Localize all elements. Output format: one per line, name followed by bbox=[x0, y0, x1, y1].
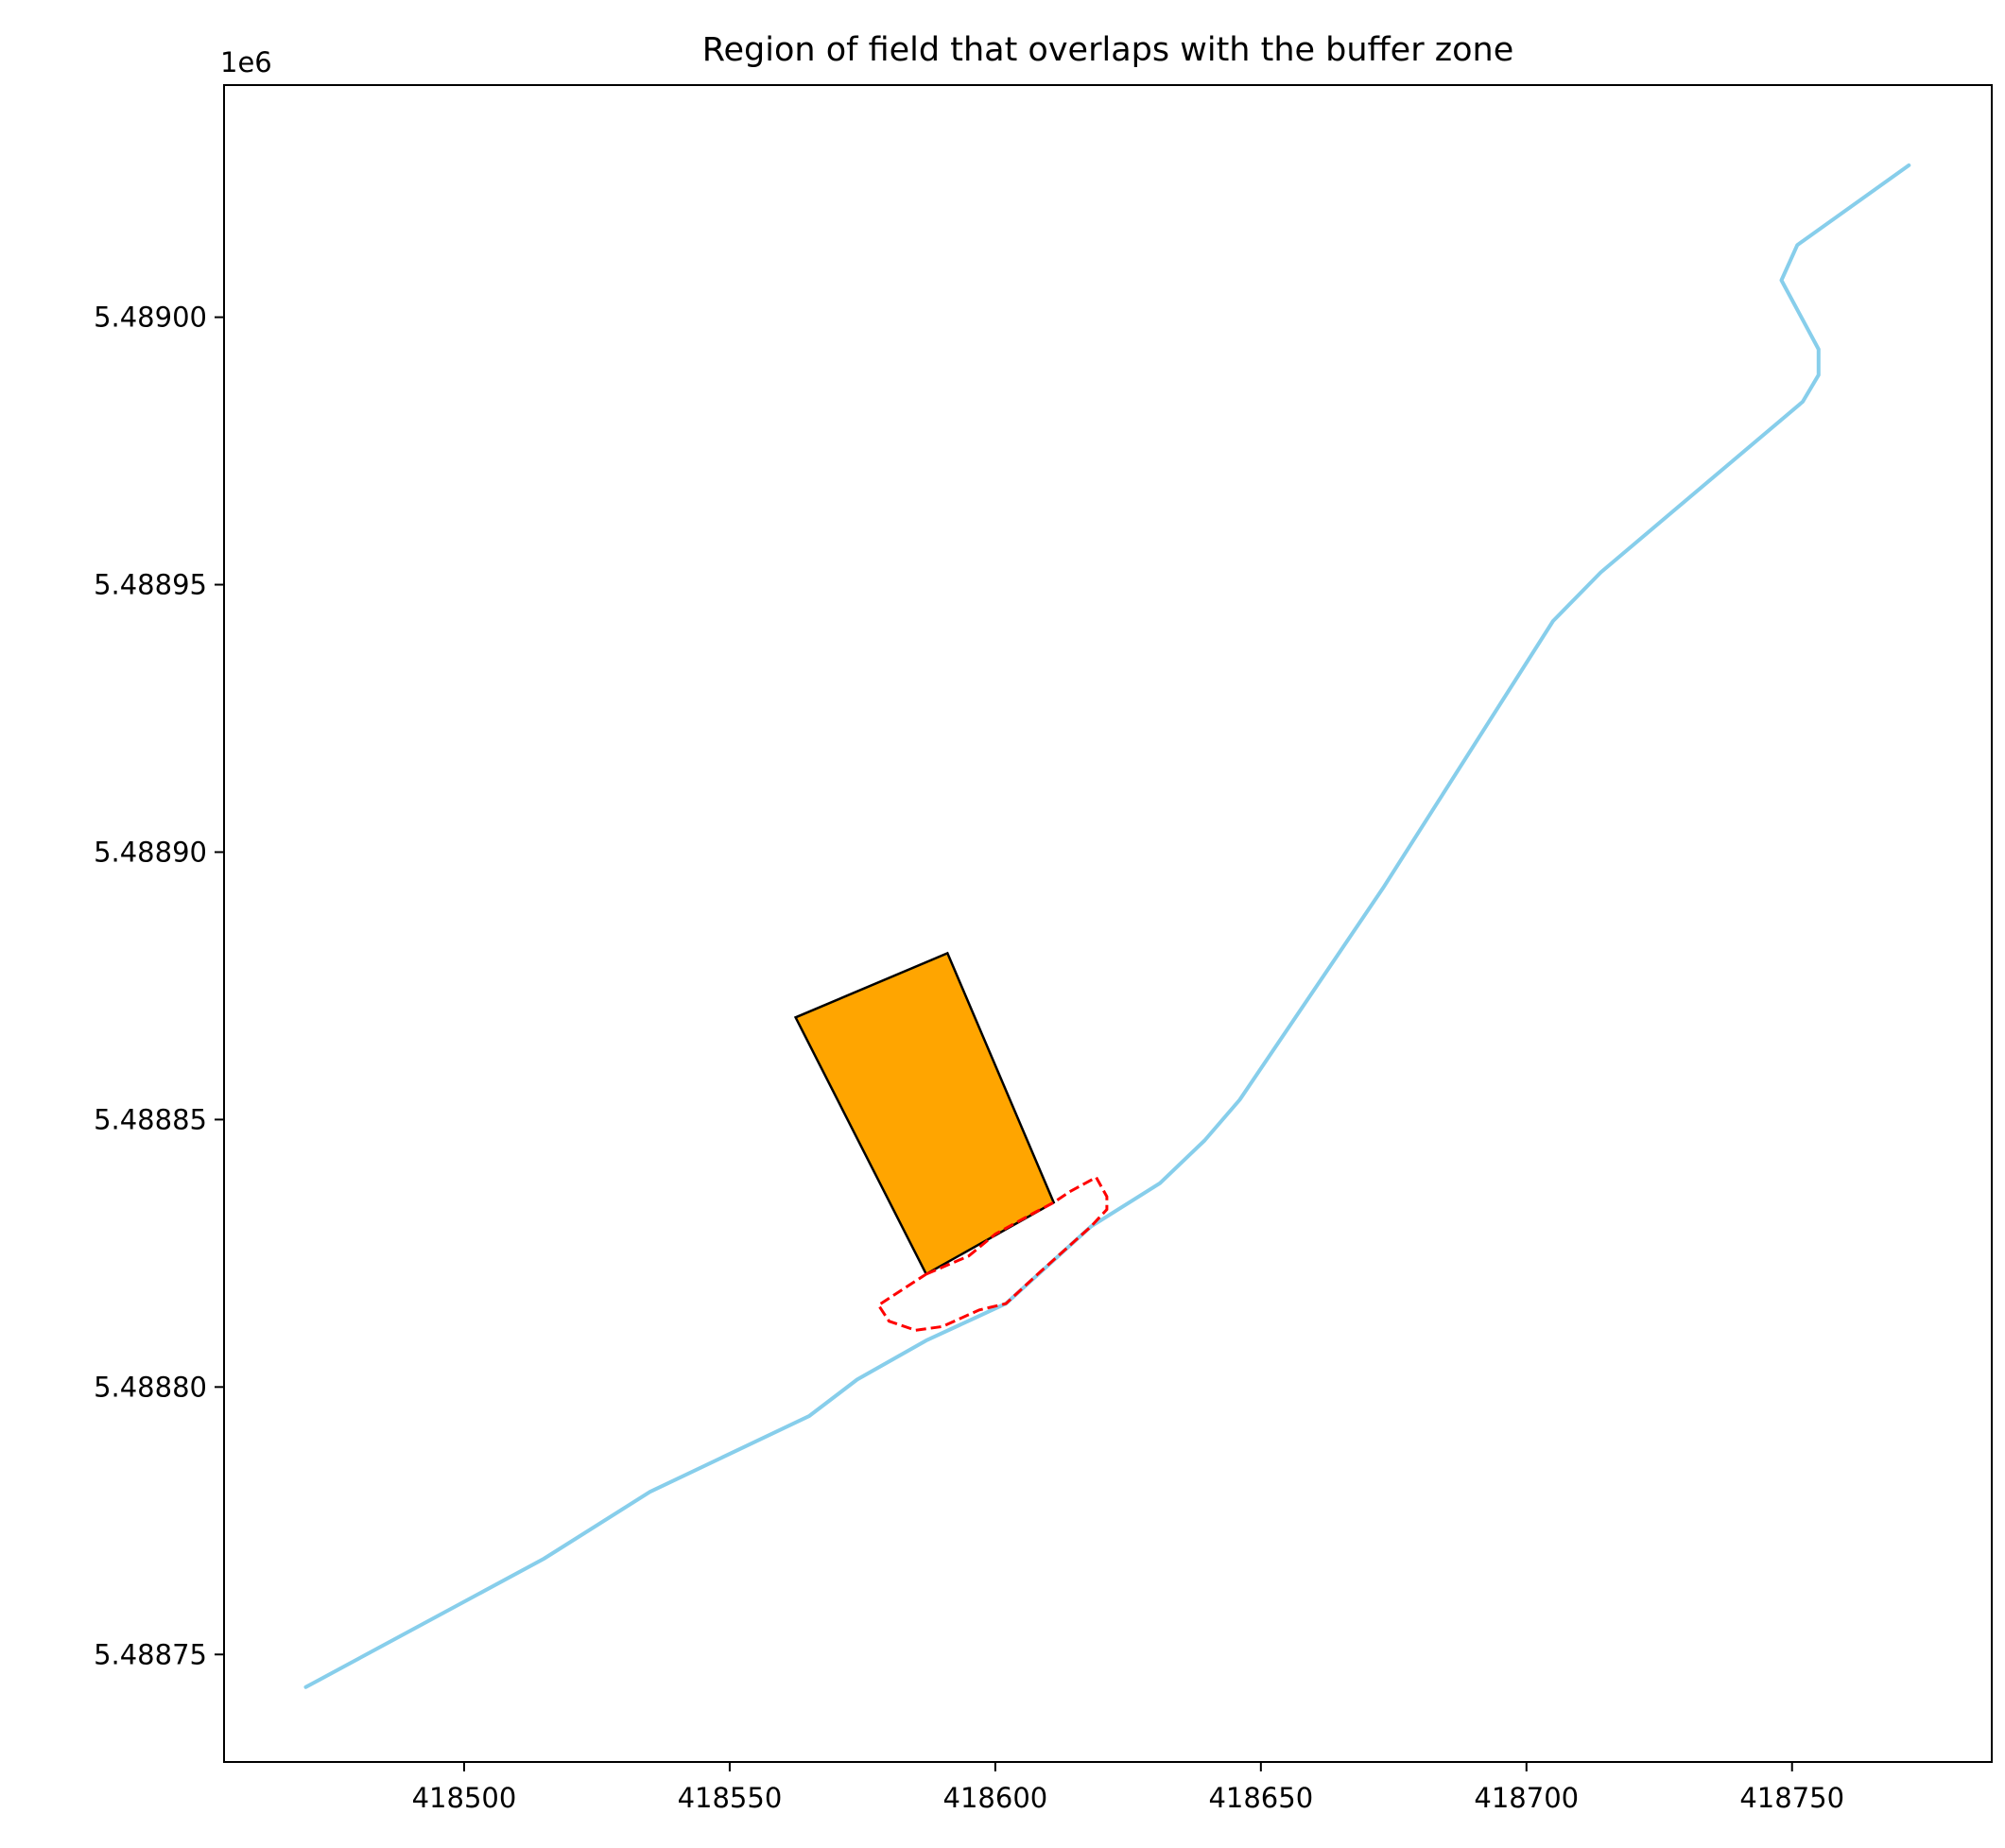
river-line bbox=[303, 163, 1911, 1689]
y-tick-label: 5.48885 bbox=[94, 1103, 207, 1135]
y-tick-label: 5.48900 bbox=[94, 302, 207, 334]
plot-background bbox=[224, 85, 1992, 1762]
x-tick-label: 418700 bbox=[1474, 1782, 1579, 1814]
plot-frame bbox=[223, 84, 1993, 1763]
y-tick-label: 5.48895 bbox=[94, 569, 207, 601]
y-tick-label: 5.48880 bbox=[94, 1371, 207, 1403]
y-tick-label: 5.48875 bbox=[94, 1638, 207, 1670]
x-tick-label: 418600 bbox=[943, 1782, 1048, 1814]
field-polygon bbox=[793, 951, 1056, 1276]
y-tick-label: 5.48890 bbox=[94, 836, 207, 868]
x-tick-label: 418550 bbox=[678, 1782, 783, 1814]
x-tick-label: 418750 bbox=[1739, 1782, 1844, 1814]
overlap-region-outline bbox=[876, 1175, 1109, 1332]
y-offset-label: 1e6 bbox=[220, 46, 272, 78]
x-tick-label: 418650 bbox=[1208, 1782, 1313, 1814]
chart-title: Region of field that overlaps with the b… bbox=[702, 31, 1513, 69]
x-tick-label: 418500 bbox=[412, 1782, 517, 1814]
x-axis: 418500 418550 418600 418650 418700 418750 bbox=[412, 1762, 1844, 1814]
y-axis: 5.48875 5.48880 5.48885 5.48890 5.48895 5.489… bbox=[94, 302, 224, 1670]
series-layer bbox=[303, 163, 1911, 1689]
axes: 418500 418550 418600 418650 418700 418750 5.4… bbox=[94, 84, 1993, 1814]
